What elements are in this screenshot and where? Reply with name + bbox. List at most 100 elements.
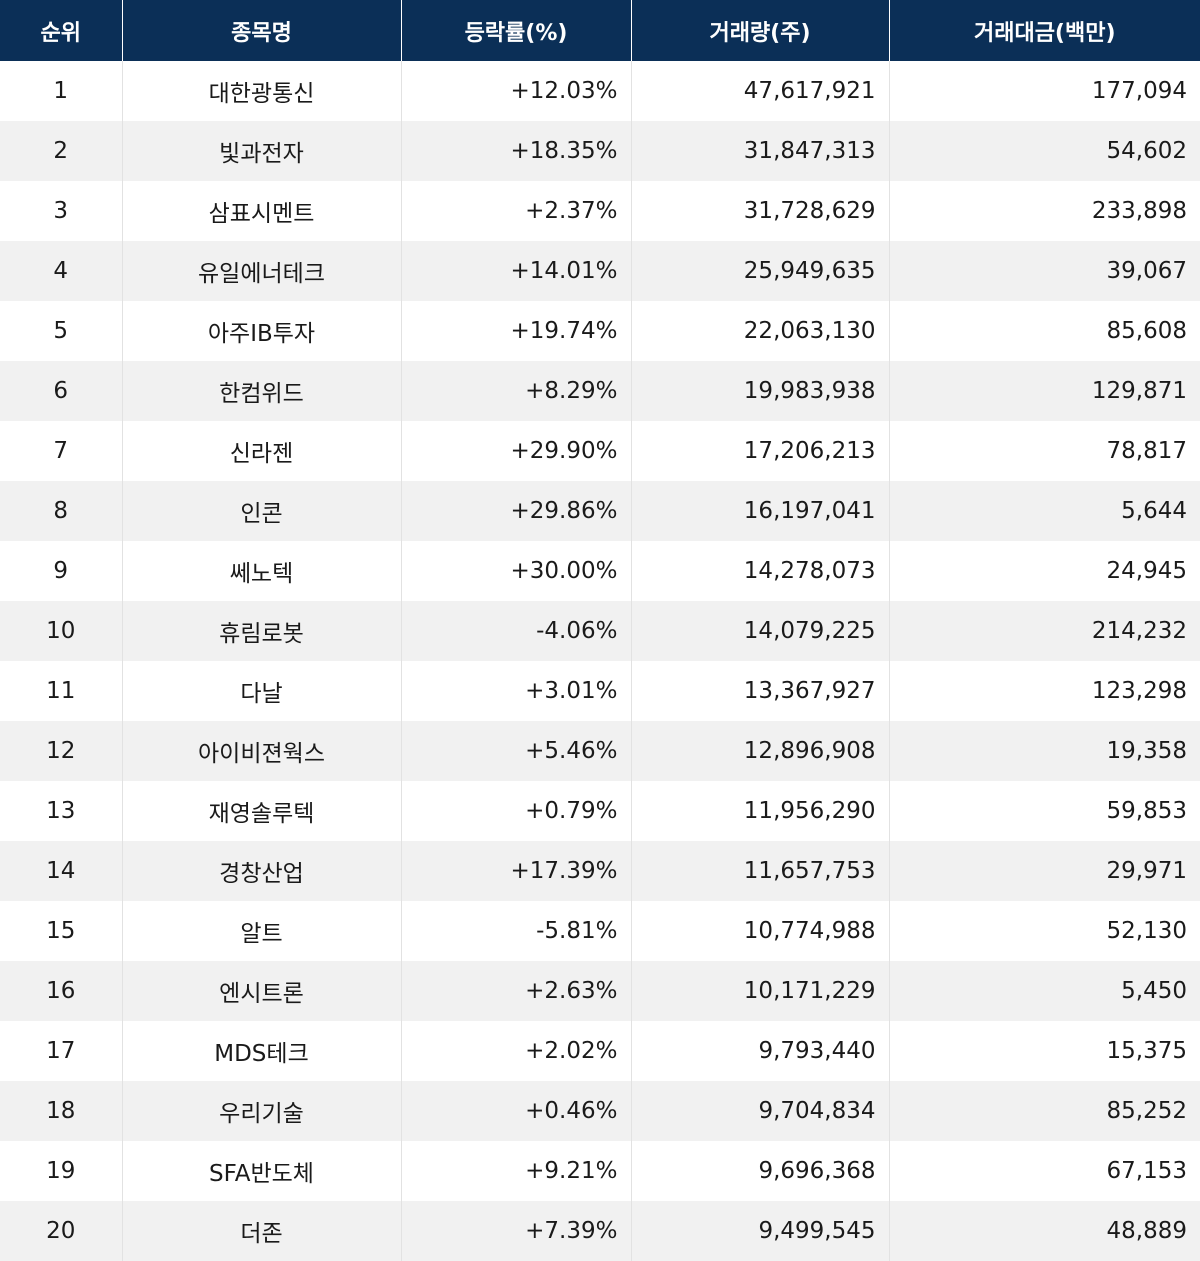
change-rate-cell: -5.81% [400,901,631,961]
trade-amount-cell: 5,644 [888,481,1200,541]
trade-amount-cell: 177,094 [888,61,1200,121]
volume-cell: 9,793,440 [630,1021,889,1081]
stock-name-cell: 다날 [121,661,401,721]
trade-amount-cell: 48,889 [888,1201,1200,1261]
stock-name-cell: 휴림로봇 [121,601,401,661]
stock-name-cell: 우리기술 [121,1081,401,1141]
table-row: 8 인콘 +29.86% 16,197,041 5,644 [0,481,1200,541]
rank-cell: 17 [0,1021,122,1081]
change-rate-cell: +2.02% [400,1021,631,1081]
stock-name-cell: 빛과전자 [121,121,401,181]
stock-name-cell: 아이비젼웍스 [121,721,401,781]
volume-cell: 14,079,225 [630,601,889,661]
volume-cell: 17,206,213 [630,421,889,481]
table-row: 5 아주IB투자 +19.74% 22,063,130 85,608 [0,301,1200,361]
rank-cell: 18 [0,1081,122,1141]
stock-name-cell: 신라젠 [121,421,401,481]
stock-name-cell: 삼표시멘트 [121,181,401,241]
trade-amount-cell: 233,898 [888,181,1200,241]
table-header-row: 순위 종목명 등락률(%) 거래량(주) 거래대금(백만) [0,0,1200,61]
change-rate-cell: +14.01% [400,241,631,301]
volume-cell: 25,949,635 [630,241,889,301]
table-row: 20 더존 +7.39% 9,499,545 48,889 [0,1201,1200,1261]
table-row: 12 아이비젼웍스 +5.46% 12,896,908 19,358 [0,721,1200,781]
table-row: 9 쎄노텍 +30.00% 14,278,073 24,945 [0,541,1200,601]
table-row: 15 알트 -5.81% 10,774,988 52,130 [0,901,1200,961]
change-rate-cell: -4.06% [400,601,631,661]
trade-amount-cell: 15,375 [888,1021,1200,1081]
change-rate-cell: +18.35% [400,121,631,181]
stock-name-cell: 더존 [121,1201,401,1261]
rank-cell: 19 [0,1141,122,1201]
rank-cell: 15 [0,901,122,961]
rank-cell: 11 [0,661,122,721]
trade-amount-cell: 67,153 [888,1141,1200,1201]
change-rate-cell: +29.90% [400,421,631,481]
trade-amount-cell: 78,817 [888,421,1200,481]
stock-name-cell: MDS테크 [121,1021,401,1081]
table-row: 18 우리기술 +0.46% 9,704,834 85,252 [0,1081,1200,1141]
volume-cell: 22,063,130 [630,301,889,361]
table-row: 13 재영솔루텍 +0.79% 11,956,290 59,853 [0,781,1200,841]
stock-name-cell: 아주IB투자 [121,301,401,361]
table-row: 10 휴림로봇 -4.06% 14,079,225 214,232 [0,601,1200,661]
volume-cell: 10,171,229 [630,961,889,1021]
table-row: 19 SFA반도체 +9.21% 9,696,368 67,153 [0,1141,1200,1201]
volume-cell: 12,896,908 [630,721,889,781]
volume-cell: 10,774,988 [630,901,889,961]
stock-name-cell: 유일에너테크 [121,241,401,301]
stock-name-cell: 경창산업 [121,841,401,901]
trade-amount-cell: 54,602 [888,121,1200,181]
change-rate-cell: +8.29% [400,361,631,421]
rank-cell: 2 [0,121,122,181]
table-row: 2 빛과전자 +18.35% 31,847,313 54,602 [0,121,1200,181]
trade-amount-cell: 214,232 [888,601,1200,661]
change-rate-cell: +12.03% [400,61,631,121]
table-row: 17 MDS테크 +2.02% 9,793,440 15,375 [0,1021,1200,1081]
stock-name-cell: SFA반도체 [121,1141,401,1201]
stock-name-cell: 인콘 [121,481,401,541]
trade-amount-cell: 85,608 [888,301,1200,361]
trade-amount-cell: 129,871 [888,361,1200,421]
volume-cell: 16,197,041 [630,481,889,541]
stock-name-cell: 재영솔루텍 [121,781,401,841]
change-rate-cell: +0.79% [400,781,631,841]
volume-cell: 9,499,545 [630,1201,889,1261]
rank-cell: 9 [0,541,122,601]
volume-cell: 14,278,073 [630,541,889,601]
table-row: 1 대한광통신 +12.03% 47,617,921 177,094 [0,61,1200,121]
trade-amount-cell: 59,853 [888,781,1200,841]
header-volume: 거래량(주) [630,0,889,61]
rank-cell: 12 [0,721,122,781]
rank-cell: 16 [0,961,122,1021]
table-row: 6 한컴위드 +8.29% 19,983,938 129,871 [0,361,1200,421]
stock-name-cell: 엔시트론 [121,961,401,1021]
trade-amount-cell: 39,067 [888,241,1200,301]
volume-cell: 11,657,753 [630,841,889,901]
change-rate-cell: +3.01% [400,661,631,721]
volume-cell: 9,696,368 [630,1141,889,1201]
rank-cell: 13 [0,781,122,841]
table-row: 11 다날 +3.01% 13,367,927 123,298 [0,661,1200,721]
rank-cell: 10 [0,601,122,661]
header-name: 종목명 [121,0,401,61]
change-rate-cell: +7.39% [400,1201,631,1261]
table-row: 16 엔시트론 +2.63% 10,171,229 5,450 [0,961,1200,1021]
rank-cell: 20 [0,1201,122,1261]
change-rate-cell: +17.39% [400,841,631,901]
volume-cell: 19,983,938 [630,361,889,421]
table-body: 1 대한광통신 +12.03% 47,617,921 177,094 2 빛과전자 +18.3… [0,61,1200,1261]
table-row: 3 삼표시멘트 +2.37% 31,728,629 233,898 [0,181,1200,241]
stock-name-cell: 대한광통신 [121,61,401,121]
table-row: 14 경창산업 +17.39% 11,657,753 29,971 [0,841,1200,901]
rank-cell: 4 [0,241,122,301]
change-rate-cell: +29.86% [400,481,631,541]
volume-cell: 31,847,313 [630,121,889,181]
trade-amount-cell: 52,130 [888,901,1200,961]
change-rate-cell: +2.63% [400,961,631,1021]
table-row: 7 신라젠 +29.90% 17,206,213 78,817 [0,421,1200,481]
change-rate-cell: +19.74% [400,301,631,361]
trade-amount-cell: 29,971 [888,841,1200,901]
trade-amount-cell: 5,450 [888,961,1200,1021]
change-rate-cell: +0.46% [400,1081,631,1141]
